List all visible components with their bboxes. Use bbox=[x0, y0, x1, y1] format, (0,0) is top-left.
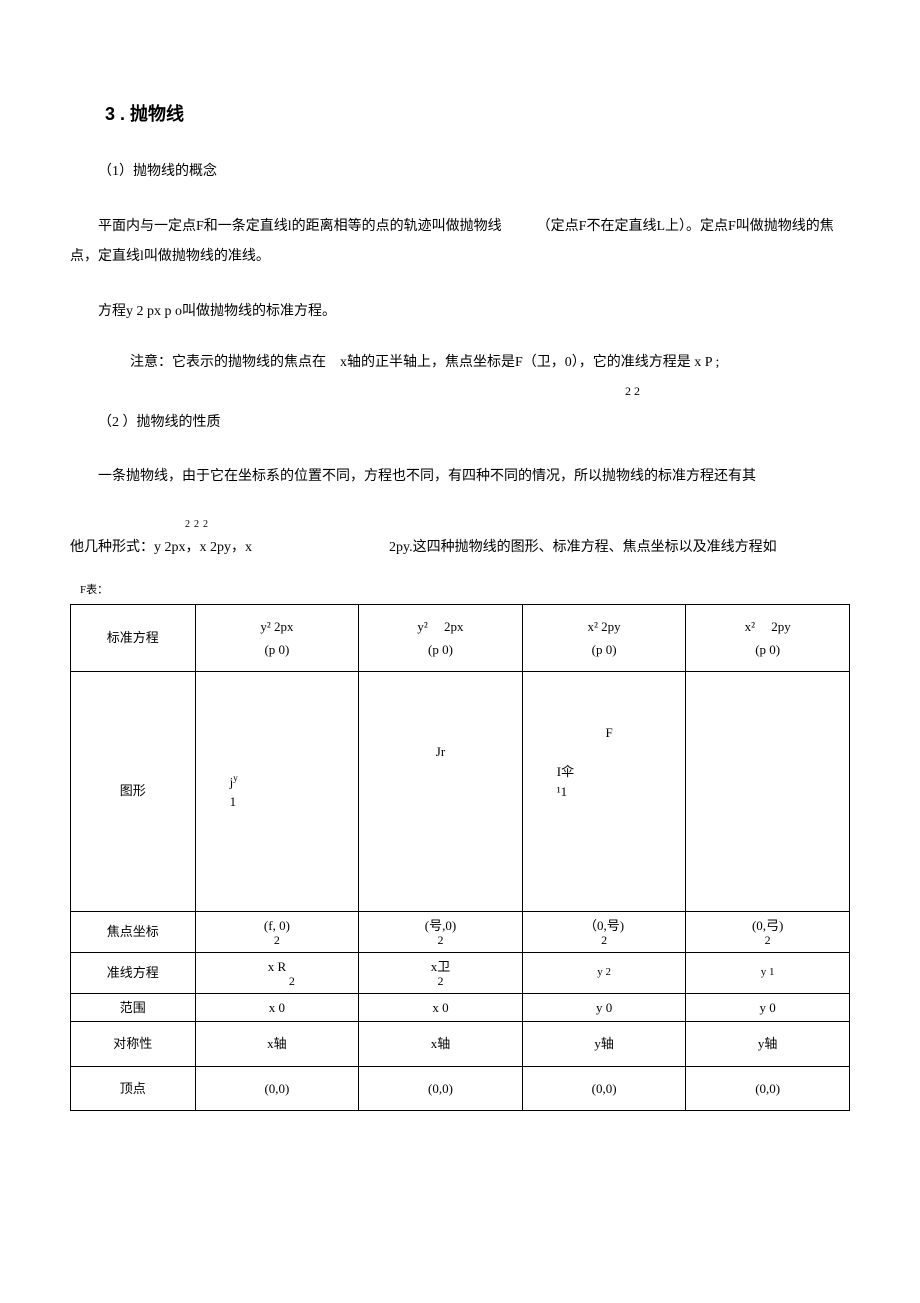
eq-top: x² 2py bbox=[527, 615, 682, 638]
forms-post: 2py.这四种抛物线的图形、标准方程、焦点坐标以及准线方程如 bbox=[389, 540, 777, 555]
row-label-focus: 焦点坐标 bbox=[71, 912, 196, 953]
vertex-cell: (0,0) bbox=[195, 1066, 359, 1111]
fig-text: ¹1 bbox=[557, 784, 567, 799]
table-row: 对称性 x轴 x轴 y轴 y轴 bbox=[71, 1022, 850, 1067]
range-cell: x 0 bbox=[195, 993, 359, 1022]
directrix-cell: x R 2 bbox=[195, 952, 359, 993]
range-cell: y 0 bbox=[522, 993, 686, 1022]
row-label-range: 范围 bbox=[71, 993, 196, 1022]
forms-paragraph: 他几种形式：y 2px，x 2py，x 2py.这四种抛物线的图形、标准方程、焦… bbox=[70, 533, 850, 564]
directrix-eq: y 2 bbox=[597, 966, 611, 978]
symmetry-cell: x轴 bbox=[195, 1022, 359, 1067]
focus-coord: (f, 0) bbox=[200, 918, 355, 934]
table-row: 图形 jy 1 Jr F I伞 ¹1 bbox=[71, 672, 850, 912]
focus-cell: (0,弓) 2 bbox=[686, 912, 850, 953]
focus-denom: 2 bbox=[200, 934, 355, 946]
directrix-denom: 2 bbox=[363, 975, 518, 987]
row-label-vertex: 顶点 bbox=[71, 1066, 196, 1111]
figure-cell: Jr bbox=[359, 672, 523, 912]
table-row: 范围 x 0 x 0 y 0 y 0 bbox=[71, 993, 850, 1022]
focus-cell: （0,号) 2 bbox=[522, 912, 686, 953]
row-label-symmetry: 对称性 bbox=[71, 1022, 196, 1067]
eq-bot: (p 0) bbox=[690, 638, 845, 661]
definition-paragraph: 平面内与一定点F和一条定直线l的距离相等的点的轨迹叫做抛物线 （定点F不在定直线… bbox=[70, 212, 850, 274]
focus-cell: (f, 0) 2 bbox=[195, 912, 359, 953]
eq-top: y² 2px bbox=[200, 615, 355, 638]
fig-text: I伞 bbox=[557, 764, 574, 779]
directrix-eq: x R bbox=[200, 959, 355, 975]
focus-coord: （0,号) bbox=[527, 918, 682, 934]
directrix-eq: y 1 bbox=[761, 966, 775, 978]
row-label-directrix: 准线方程 bbox=[71, 952, 196, 993]
symmetry-cell: x轴 bbox=[359, 1022, 523, 1067]
range-cell: y 0 bbox=[686, 993, 850, 1022]
figure-placeholder: jy 1 bbox=[200, 772, 355, 811]
equation-cell: x² 2py (p 0) bbox=[522, 604, 686, 672]
vertex-cell: (0,0) bbox=[359, 1066, 523, 1111]
superscript-row: 222 bbox=[185, 517, 850, 533]
table-row: 准线方程 x R 2 x卫 2 y 2 y 1 bbox=[71, 952, 850, 993]
table-row: 焦点坐标 (f, 0) 2 (号,0) 2 （0,号) 2 (0,弓) 2 bbox=[71, 912, 850, 953]
vertex-cell: (0,0) bbox=[522, 1066, 686, 1111]
symmetry-cell: y轴 bbox=[522, 1022, 686, 1067]
vertex-cell: (0,0) bbox=[686, 1066, 850, 1111]
standard-equation-paragraph: 方程y 2 px p o叫做抛物线的标准方程。 bbox=[70, 297, 850, 328]
fig-text: F bbox=[537, 723, 682, 743]
eq-top: y² 2px bbox=[363, 615, 518, 638]
equation-cell: y² 2px (p 0) bbox=[359, 604, 523, 672]
eq-bot: (p 0) bbox=[200, 638, 355, 661]
directrix-denom: 2 bbox=[230, 975, 355, 987]
directrix-cell: y 1 bbox=[686, 952, 850, 993]
parabola-properties-table: 标准方程 y² 2px (p 0) y² 2px (p 0) x² 2py (p… bbox=[70, 604, 850, 1112]
table-row: 标准方程 y² 2px (p 0) y² 2px (p 0) x² 2py (p… bbox=[71, 604, 850, 672]
table-row: 顶点 (0,0) (0,0) (0,0) (0,0) bbox=[71, 1066, 850, 1111]
equation-cell: y² 2px (p 0) bbox=[195, 604, 359, 672]
note-text: 注意：它表示的抛物线的焦点在 x轴的正半轴上，焦点坐标是F（卫，0），它的准线方… bbox=[130, 355, 719, 370]
figure-placeholder: F I伞 ¹1 bbox=[527, 723, 682, 802]
fig-text: Jr bbox=[436, 744, 445, 759]
subsection-1-label: （1）抛物线的概念 bbox=[70, 157, 850, 188]
equation-cell: x² 2py (p 0) bbox=[686, 604, 850, 672]
directrix-eq: x卫 bbox=[363, 959, 518, 975]
symmetry-cell: y轴 bbox=[686, 1022, 850, 1067]
property-intro-paragraph: 一条抛物线，由于它在坐标系的位置不同，方程也不同，有四种不同的情况，所以抛物线的… bbox=[70, 462, 850, 493]
focus-denom: 2 bbox=[363, 934, 518, 946]
figure-cell bbox=[686, 672, 850, 912]
range-cell: x 0 bbox=[359, 993, 523, 1022]
forms-pre: 他几种形式：y 2px，x 2py，x bbox=[70, 540, 252, 555]
directrix-cell: x卫 2 bbox=[359, 952, 523, 993]
focus-denom: 2 bbox=[690, 934, 845, 946]
figure-placeholder: Jr bbox=[363, 742, 518, 763]
focus-coord: (0,弓) bbox=[690, 918, 845, 934]
row-label-figure: 图形 bbox=[71, 672, 196, 912]
eq-bot: (p 0) bbox=[527, 638, 682, 661]
eq-top: x² 2py bbox=[690, 615, 845, 638]
table-caption: F表： bbox=[80, 582, 850, 600]
fig-sup: y bbox=[233, 773, 238, 783]
note-fraction: 2 2 bbox=[132, 382, 640, 401]
focus-cell: (号,0) 2 bbox=[359, 912, 523, 953]
note-block: 注意：它表示的抛物线的焦点在 x轴的正半轴上，焦点坐标是F（卫，0），它的准线方… bbox=[130, 352, 850, 388]
focus-denom: 2 bbox=[527, 934, 682, 946]
fig-text: 1 bbox=[230, 794, 237, 809]
row-label-equation: 标准方程 bbox=[71, 604, 196, 672]
figure-cell: jy 1 bbox=[195, 672, 359, 912]
eq-bot: (p 0) bbox=[363, 638, 518, 661]
section-title: 3 . 抛物线 bbox=[105, 100, 850, 129]
subsection-2-label: （2 ）抛物线的性质 bbox=[70, 408, 850, 439]
figure-cell: F I伞 ¹1 bbox=[522, 672, 686, 912]
directrix-cell: y 2 bbox=[522, 952, 686, 993]
focus-coord: (号,0) bbox=[363, 918, 518, 934]
